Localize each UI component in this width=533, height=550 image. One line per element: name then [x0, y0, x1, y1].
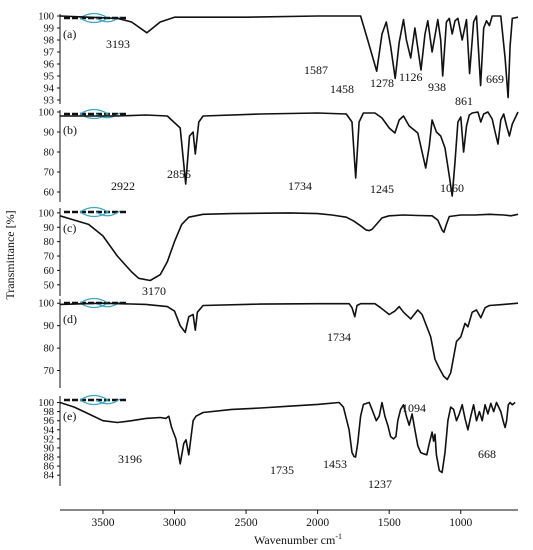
y-tick-label: 80	[44, 148, 55, 159]
x-tick-label: 3000	[163, 517, 186, 529]
peak-label: 1587	[304, 63, 328, 77]
panel-label: (b)	[63, 123, 77, 137]
y-tick-label: 50	[44, 280, 55, 291]
y-tick-label: 98	[44, 407, 55, 418]
peak-label: 3193	[106, 37, 130, 51]
peak-label: 3170	[142, 284, 166, 298]
peak-label: 1453	[323, 457, 347, 471]
molecule-loop	[79, 108, 121, 120]
y-tick-label: 90	[44, 321, 55, 332]
peak-label: 669	[486, 72, 504, 86]
y-tick-label: 100	[38, 108, 54, 119]
peak-label: 668	[478, 447, 496, 461]
spectrum-panel: 100 90 80 70 60 (b) 2922 2855 1734 1245 1060	[38, 108, 519, 202]
y-tick-label: 96	[44, 416, 55, 427]
y-tick-label: 80	[44, 344, 55, 355]
molecule-icon	[64, 108, 128, 120]
spectrum-panel: 100 90 80 70 60 50 (c) 3170	[38, 206, 519, 298]
spectrum-panel: 100 90 80 70 (d) 1734 1094	[38, 297, 519, 415]
spectrum-line	[59, 401, 516, 474]
y-axis-title: Transmittance [%]	[3, 210, 17, 299]
y-tick-label: 93	[44, 96, 55, 107]
panel-label: (e)	[63, 409, 76, 423]
spectrum-line	[59, 302, 519, 381]
peak-label: 1734	[327, 330, 351, 344]
peak-label: 1278	[370, 76, 394, 90]
y-tick-label: 88	[44, 453, 55, 464]
molecule-loop	[79, 394, 121, 406]
panel-label: (d)	[63, 312, 77, 326]
y-tick-label: 100	[38, 208, 54, 219]
peak-label: 2855	[167, 167, 191, 181]
molecule-icon	[64, 394, 128, 406]
y-tick-label: 94	[44, 84, 55, 95]
y-tick-label: 100	[38, 299, 54, 310]
y-tick-label: 90	[44, 128, 55, 139]
y-tick-label: 94	[44, 425, 55, 436]
spectrum-line	[59, 15, 519, 99]
x-tick-label: 2500	[235, 517, 258, 529]
molecule-loop	[79, 206, 121, 218]
spectrum-line	[60, 111, 519, 197]
y-tick-label: 100	[38, 12, 54, 23]
y-tick-label: 60	[44, 266, 55, 277]
y-tick-label: 70	[44, 168, 55, 179]
x-axis-title-text: Wavenumber cm	[254, 533, 336, 547]
panel-label: (a)	[63, 27, 76, 41]
peak-label: 1094	[402, 401, 426, 415]
x-axis: 3500 3000 2500 2000 1500 1000	[60, 509, 518, 529]
y-tick-label: 90	[44, 443, 55, 454]
x-tick-label: 3500	[91, 517, 114, 529]
y-tick-label: 60	[44, 188, 55, 199]
y-tick-label: 97	[44, 48, 55, 59]
x-axis-title: Wavenumber cm-1	[254, 532, 342, 547]
panel-label: (c)	[63, 221, 76, 235]
peak-label: 1060	[440, 181, 464, 195]
y-tick-label: 92	[44, 434, 55, 445]
x-tick-label: 1500	[378, 517, 401, 529]
y-tick-label: 96	[44, 60, 55, 71]
peak-label: 1734	[288, 179, 312, 193]
y-tick-label: 90	[44, 223, 55, 234]
peak-label: 1237	[368, 477, 392, 491]
y-tick-label: 80	[44, 237, 55, 248]
y-tick-label: 99	[44, 24, 55, 35]
peak-label: 861	[455, 94, 473, 108]
y-tick-label: 86	[44, 462, 55, 473]
y-tick-label: 100	[38, 398, 54, 409]
x-axis-title-superscript: -1	[335, 532, 342, 541]
y-tick-label: 70	[44, 366, 55, 377]
peak-label: 3196	[118, 452, 142, 466]
y-tick-label: 84	[44, 471, 55, 482]
x-tick-label: 1000	[449, 517, 472, 529]
peak-label: 2922	[111, 179, 135, 193]
peak-label: 1458	[330, 82, 354, 96]
peak-label: 1735	[270, 463, 294, 477]
y-tick-label: 70	[44, 252, 55, 263]
y-tick-label: 98	[44, 36, 55, 47]
peak-label: 1126	[399, 70, 423, 84]
x-tick-label: 2000	[306, 517, 329, 529]
molecule-icon	[64, 206, 128, 218]
y-tick-label: 95	[44, 72, 55, 83]
peak-label: 1245	[370, 182, 394, 196]
spectrum-line	[59, 212, 519, 282]
peak-label: 938	[428, 80, 446, 94]
